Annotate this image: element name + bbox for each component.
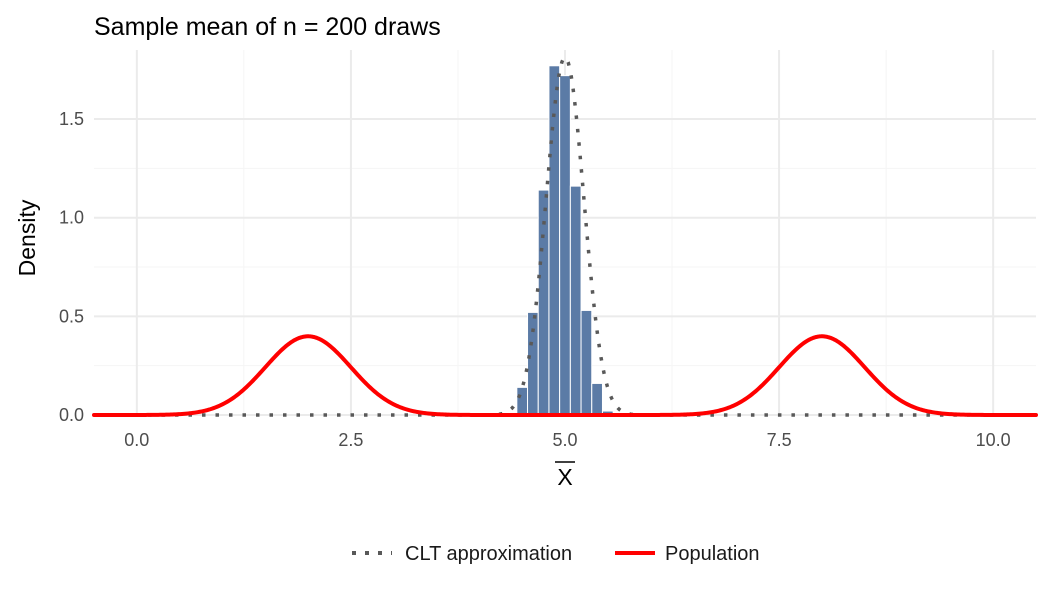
legend-label-clt-approximation: CLT approximation <box>405 543 572 565</box>
x-axis-title: X <box>557 464 572 490</box>
x-tick-label: 0.0 <box>124 430 149 450</box>
x-axis-title-group: X <box>555 461 575 490</box>
histogram-bars <box>505 65 614 416</box>
histogram-bar <box>580 309 593 416</box>
x-tick-label: 2.5 <box>338 430 363 450</box>
y-tick-label: 1.0 <box>59 208 84 228</box>
x-axis-tick-labels: 0.0 2.5 5.0 7.5 10.0 <box>124 430 1010 450</box>
x-tick-label: 5.0 <box>552 430 577 450</box>
histogram-bar <box>516 386 529 416</box>
histogram-bar <box>569 185 582 416</box>
plot-panel <box>92 50 1038 417</box>
y-tick-label: 0.5 <box>59 306 84 326</box>
histogram-bar <box>591 382 603 416</box>
y-tick-label: 1.5 <box>59 109 84 129</box>
histogram-bar <box>559 75 571 416</box>
x-tick-label: 7.5 <box>767 430 792 450</box>
histogram-bar <box>548 65 561 416</box>
histogram-bar <box>527 311 539 416</box>
y-tick-label: 0.0 <box>59 405 84 425</box>
x-tick-label: 10.0 <box>976 430 1011 450</box>
series-line-population <box>92 334 1038 417</box>
y-axis-title: Density <box>14 199 40 276</box>
density-curves <box>92 55 1038 417</box>
y-axis-tick-labels: 0.0 0.5 1.0 1.5 <box>59 109 84 425</box>
legend: CLT approximation Population <box>352 543 760 565</box>
chart-title: Sample mean of n = 200 draws <box>94 13 441 41</box>
legend-label-population: Population <box>665 543 760 565</box>
